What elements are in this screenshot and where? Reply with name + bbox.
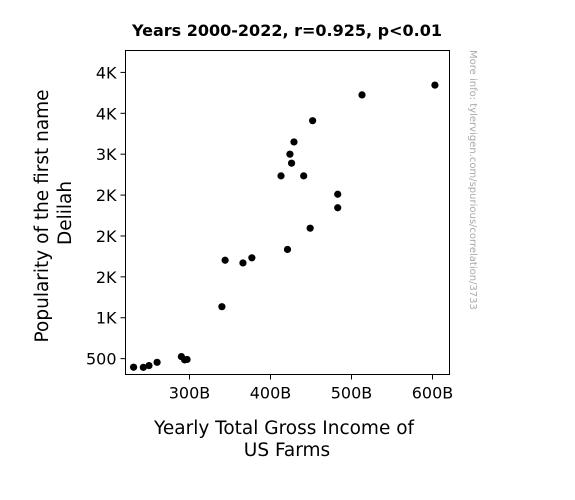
y-axis-label: Popularity of the first name Delilah — [32, 84, 76, 343]
y-tick-label: 1K — [96, 309, 117, 328]
y-tick-label: 2K — [96, 227, 117, 246]
watermark-text: More info: tylervigen.com/spurious/corre… — [467, 50, 478, 310]
data-point — [139, 363, 147, 371]
x-axis-label: Yearly Total Gross Income of US Farms — [153, 418, 420, 461]
data-point — [309, 117, 317, 125]
data-point — [300, 172, 308, 180]
x-tick-label: 600B — [412, 384, 454, 403]
x-tick-label: 300B — [169, 384, 211, 403]
data-point — [358, 91, 366, 99]
x-axis-label-line-2: US Farms — [244, 440, 330, 461]
data-point — [218, 303, 226, 311]
y-tick-label: 4K — [96, 63, 117, 82]
data-point — [306, 224, 314, 232]
data-point — [183, 355, 191, 364]
data-point — [153, 358, 161, 366]
data-point — [239, 259, 247, 267]
data-point — [130, 363, 138, 371]
data-point — [287, 159, 296, 167]
y-tick-label: 4K — [96, 104, 117, 123]
y-axis-label-line-1: Popularity of the first name — [32, 89, 53, 342]
y-tick-label: 500 — [86, 350, 117, 369]
x-tick-label: 500B — [331, 384, 373, 403]
data-points — [130, 81, 439, 371]
y-tick-label: 3K — [96, 145, 117, 164]
data-point — [431, 81, 439, 89]
data-point — [248, 254, 256, 262]
data-point — [283, 245, 292, 254]
data-point — [145, 361, 153, 370]
data-point — [277, 172, 285, 180]
data-point — [290, 138, 298, 146]
y-tick-label: 2K — [96, 186, 117, 205]
plot-area — [125, 50, 450, 375]
data-point — [334, 204, 342, 212]
data-point — [334, 190, 342, 198]
y-axis-ticks: 500 1K 2K 2K 2K 3K 4K 4K — [86, 63, 126, 369]
chart-title: Years 2000-2022, r=0.925, p<0.01 — [131, 21, 442, 40]
data-point — [221, 256, 229, 264]
x-axis-ticks: 300B 400B 500B 600B — [169, 374, 454, 403]
data-point — [286, 150, 294, 158]
y-axis-label-line-2: Delilah — [55, 181, 76, 245]
x-tick-label: 400B — [250, 384, 292, 403]
x-axis-label-line-1: Yearly Total Gross Income of — [153, 418, 415, 439]
y-tick-label: 2K — [96, 268, 117, 287]
